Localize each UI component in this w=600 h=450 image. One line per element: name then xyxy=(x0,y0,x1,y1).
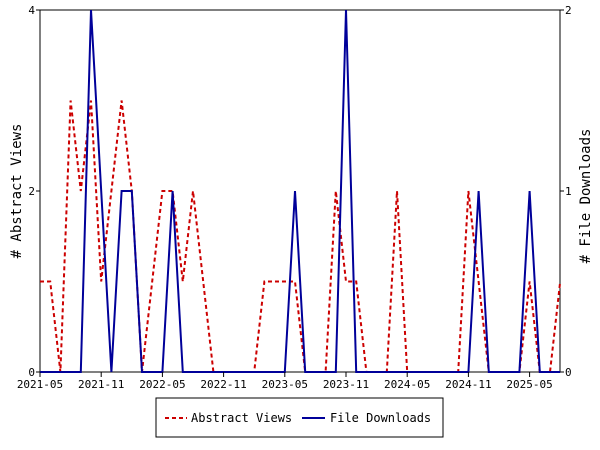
y-tick-label-right: 0 xyxy=(565,366,572,379)
y-tick-label-left: 4 xyxy=(28,4,35,17)
legend-box xyxy=(155,397,444,438)
y-axis-title-right: # File Downloads xyxy=(578,129,594,264)
y-tick-label-right: 1 xyxy=(565,185,572,198)
x-tick-label: 2025-05 xyxy=(506,378,552,391)
series-line-file-downloads xyxy=(40,9,561,373)
y-tick-label-right: 2 xyxy=(565,4,572,17)
x-tick-label: 2023-11 xyxy=(323,378,369,391)
x-tick-label: 2024-05 xyxy=(384,378,430,391)
legend-label-file-downloads: File Downloads xyxy=(330,411,431,425)
y-axis-title-left: # Abstract Views xyxy=(9,124,25,259)
series-line-abstract-views xyxy=(40,100,562,373)
x-tick-label: 2024-11 xyxy=(445,378,491,391)
legend: Abstract Views File Downloads xyxy=(155,397,444,438)
x-tick-label: 2022-05 xyxy=(139,378,185,391)
x-tick-label: 2022-11 xyxy=(200,378,246,391)
x-tick-label: 2021-11 xyxy=(78,378,124,391)
tick-layer: 2021-05 2021-11 2022-05 2022-11 2023-05 2023-… xyxy=(17,4,572,391)
y-tick-label-left: 0 xyxy=(28,366,35,379)
x-tick-label: 2023-05 xyxy=(262,378,308,391)
series-layer xyxy=(40,9,562,373)
legend-label-abstract-views: Abstract Views xyxy=(191,411,292,425)
x-tick-label: 2021-05 xyxy=(17,378,63,391)
y-tick-label-left: 2 xyxy=(28,185,35,198)
